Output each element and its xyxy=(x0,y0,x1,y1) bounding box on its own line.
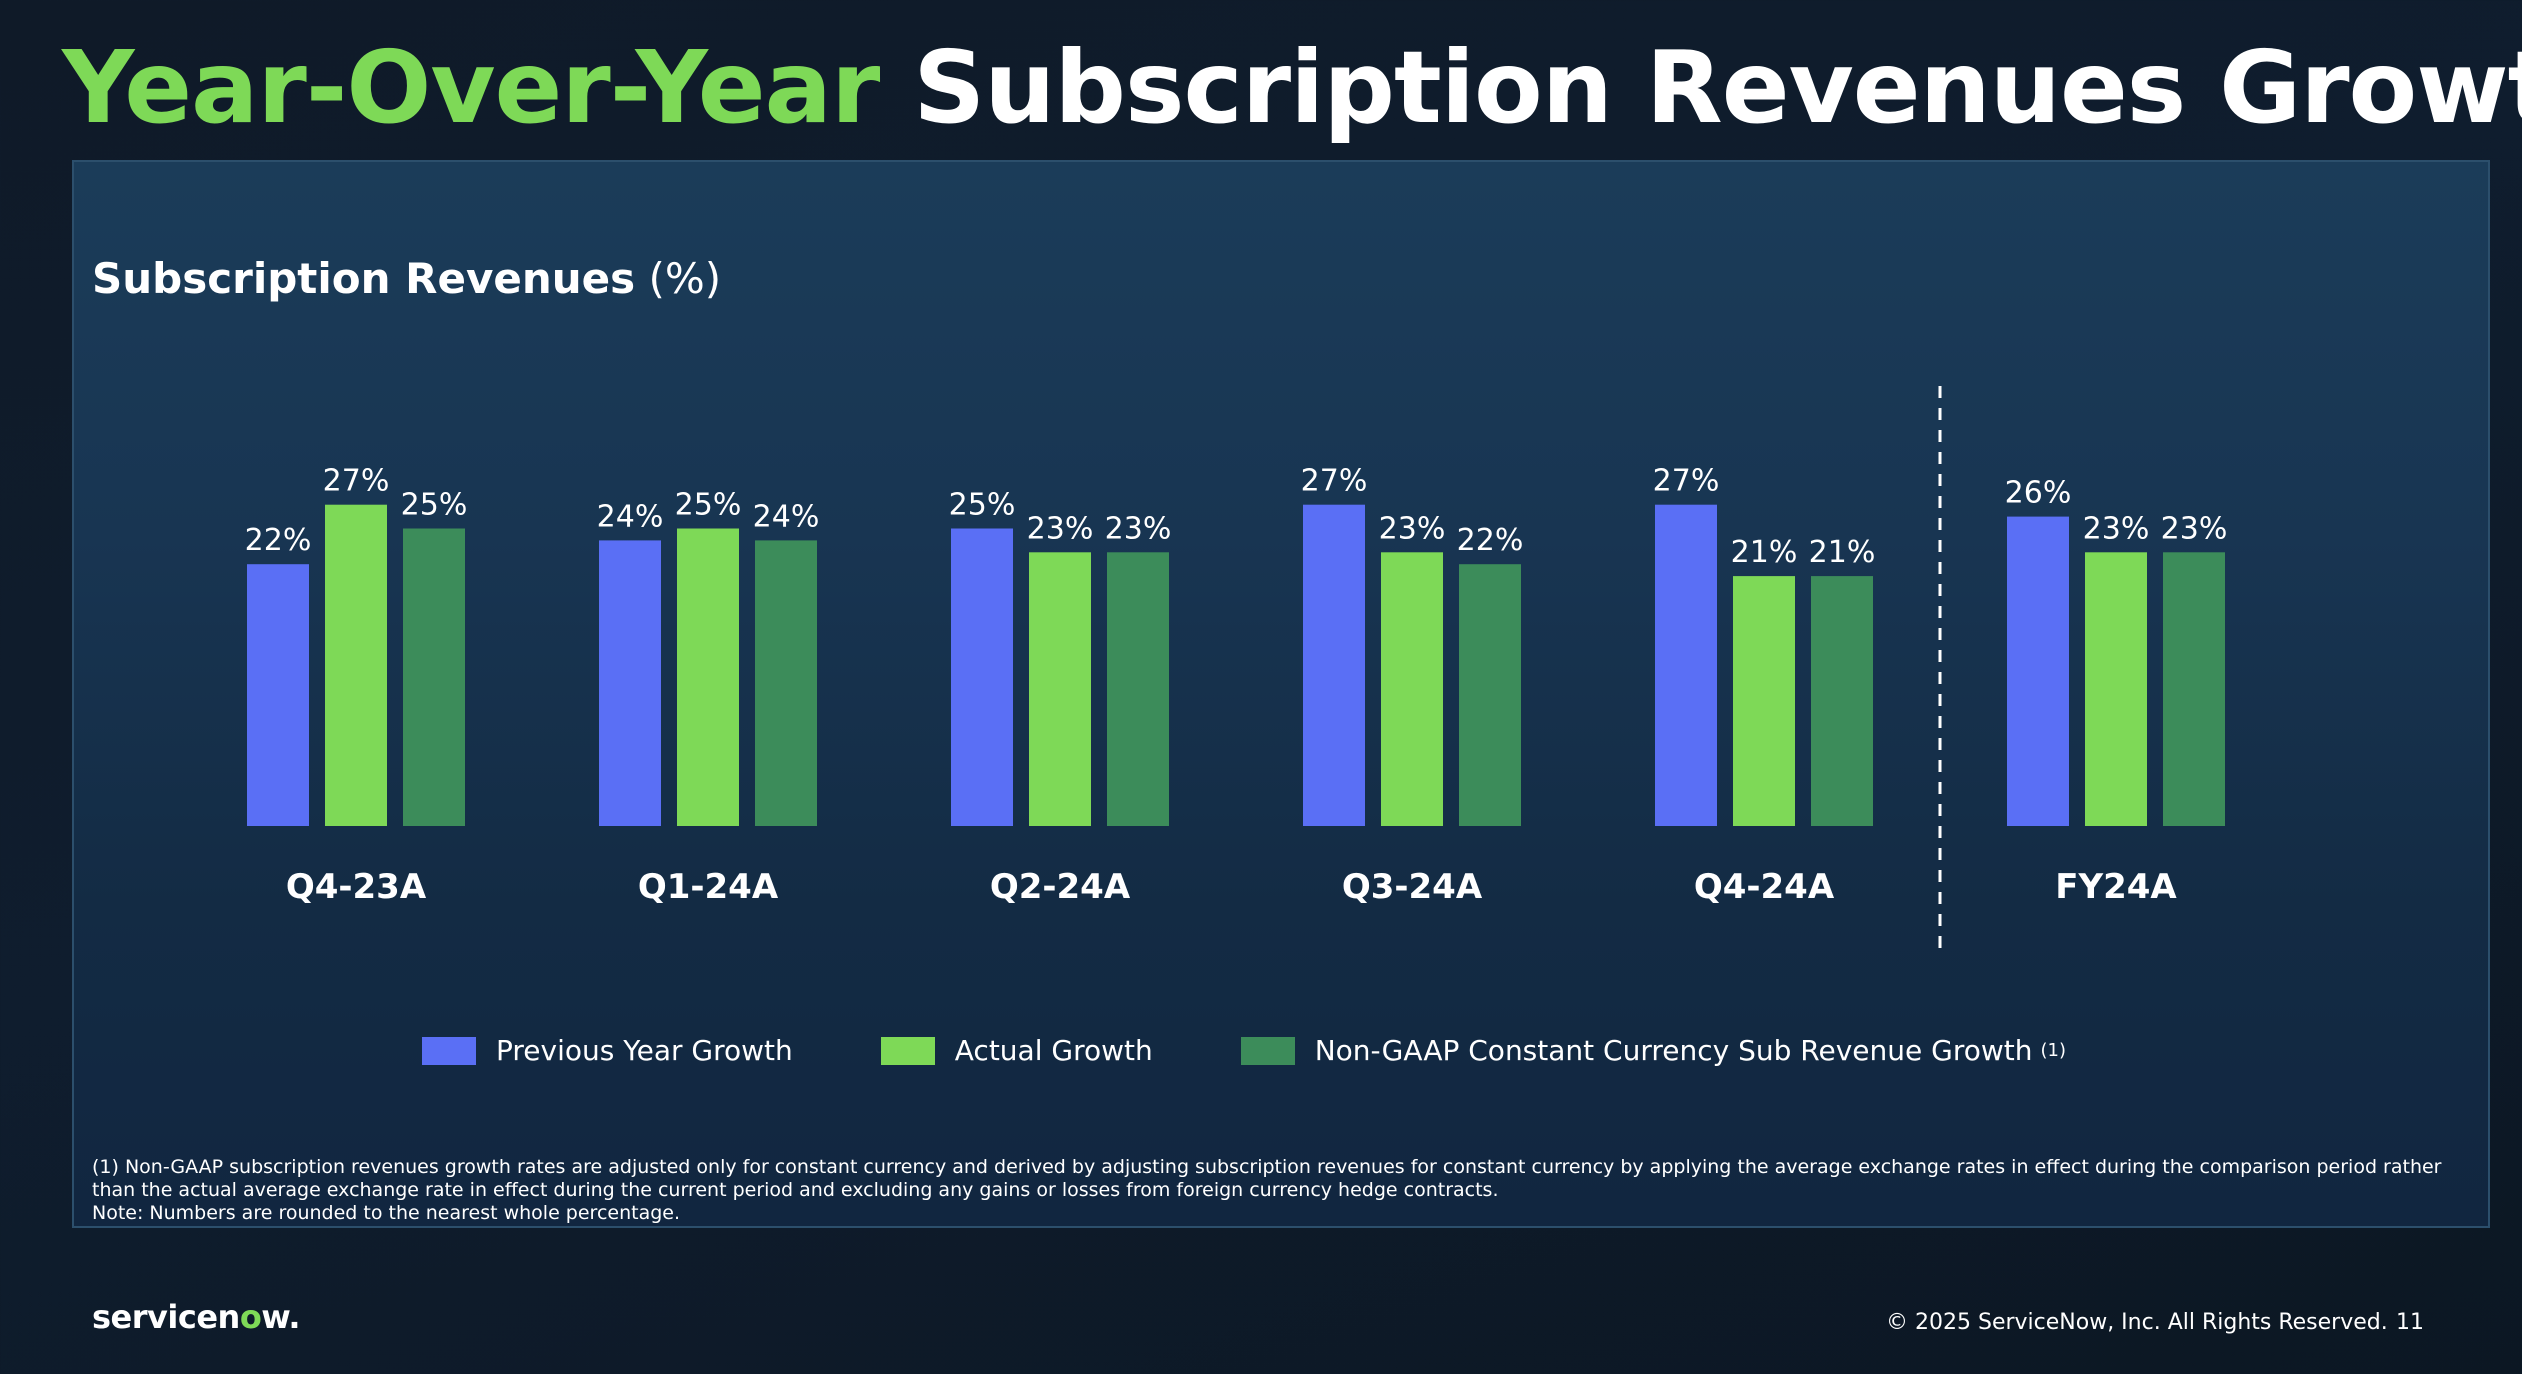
value-label-q3-24a-series-1: 27% xyxy=(1301,464,1368,499)
slide-title-rest: Subscription Revenues Growth xyxy=(913,29,2522,146)
bar-q2-24a-series-3 xyxy=(1107,552,1169,826)
legend-item-actual: Actual Growth xyxy=(880,1034,1153,1067)
value-label-q1-24a-series-2: 25% xyxy=(675,488,742,523)
value-label-q3-24a-series-3: 22% xyxy=(1457,523,1524,558)
legend-item-previous-year: Previous Year Growth xyxy=(422,1034,793,1067)
bar-q2-24a-series-2 xyxy=(1029,552,1091,826)
category-label-q2-24a: Q2-24A xyxy=(990,867,1131,907)
bar-q1-24a-series-3 xyxy=(755,540,817,826)
legend-swatch-previous-year xyxy=(422,1036,476,1065)
value-label-q3-24a-series-2: 23% xyxy=(1379,511,1446,546)
value-label-q2-24a-series-2: 23% xyxy=(1027,511,1094,546)
bar-q4-23a-series-3 xyxy=(403,528,465,826)
bar-q4-23a-series-1 xyxy=(247,564,309,826)
category-label-q4-23a: Q4-23A xyxy=(286,867,427,907)
footnote-block: (1) Non-GAAP subscription revenues growt… xyxy=(92,1156,2472,1225)
bar-q1-24a-series-1 xyxy=(599,540,661,826)
value-label-q1-24a-series-3: 24% xyxy=(753,499,820,534)
legend-swatch-actual xyxy=(880,1036,935,1065)
chart-panel: Subscription Revenues (%) 22% 27% 25% Q4-23… xyxy=(72,160,2490,1228)
category-label-q1-24a: Q1-24A xyxy=(638,867,779,907)
value-label-q2-24a-series-3: 23% xyxy=(1105,511,1172,546)
legend-label-actual: Actual Growth xyxy=(954,1034,1153,1067)
bar-q2-24a-series-1 xyxy=(951,528,1013,826)
value-label-fy24a-series-3: 23% xyxy=(2161,511,2228,546)
legend-label-previous-year: Previous Year Growth xyxy=(496,1034,793,1067)
legend-item-non-gaap: Non-GAAP Constant Currency Sub Revenue G… xyxy=(1240,1034,2066,1067)
chart-title-strong: Subscription Revenues xyxy=(92,254,636,303)
page-number: 11 xyxy=(2396,1310,2424,1335)
copyright-text: © 2025 ServiceNow, Inc. All Rights Reser… xyxy=(1886,1310,2388,1335)
category-label-q4-24a: Q4-24A xyxy=(1694,867,1835,907)
logo-text-start: servicen xyxy=(92,1298,240,1336)
value-label-q1-24a-series-1: 24% xyxy=(597,499,664,534)
footnote-1: (1) Non-GAAP subscription revenues growt… xyxy=(92,1156,2442,1201)
bar-fy24a-series-3 xyxy=(2163,552,2225,826)
value-label-q4-23a-series-3: 25% xyxy=(401,488,468,523)
chart-title-unit: (%) xyxy=(648,254,722,303)
logo-text-accent: o xyxy=(239,1298,262,1336)
category-label-fy24a: FY24A xyxy=(2055,867,2177,907)
value-label-fy24a-series-1: 26% xyxy=(2005,476,2072,511)
value-label-fy24a-series-2: 23% xyxy=(2083,511,2150,546)
value-label-q2-24a-series-1: 25% xyxy=(949,488,1016,523)
bar-q4-23a-series-2 xyxy=(325,504,387,826)
category-label-q3-24a: Q3-24A xyxy=(1342,867,1483,907)
bar-q4-24a-series-1 xyxy=(1655,504,1717,826)
logo-text-dot: . xyxy=(288,1298,300,1336)
footnote-note: Note: Numbers are rounded to the nearest… xyxy=(92,1202,680,1224)
slide-title: Year-Over-Year Subscription Revenues Gro… xyxy=(62,28,2522,148)
value-label-q4-24a-series-3: 21% xyxy=(1809,535,1876,570)
legend-swatch-non-gaap xyxy=(1240,1036,1295,1065)
bar-q3-24a-series-2 xyxy=(1381,552,1443,826)
value-label-q4-24a-series-1: 27% xyxy=(1653,464,1720,499)
legend-label-non-gaap: Non-GAAP Constant Currency Sub Revenue G… xyxy=(1314,1034,2033,1067)
servicenow-logo: servicenow. xyxy=(92,1298,300,1336)
bar-q3-24a-series-1 xyxy=(1303,504,1365,826)
bar-fy24a-series-2 xyxy=(2085,552,2147,826)
chart-title: Subscription Revenues (%) xyxy=(92,254,721,304)
bar-fy24a-series-1 xyxy=(2007,516,2069,826)
bar-q4-24a-series-3 xyxy=(1811,576,1873,826)
bar-q1-24a-series-2 xyxy=(677,528,739,826)
bar-q4-24a-series-2 xyxy=(1733,576,1795,826)
slide-title-highlight: Year-Over-Year xyxy=(62,29,880,146)
value-label-q4-24a-series-2: 21% xyxy=(1731,535,1798,570)
bar-q3-24a-series-3 xyxy=(1459,564,1521,826)
logo-text-end: w xyxy=(261,1298,289,1336)
legend-footnote-marker: (1) xyxy=(2040,1040,2066,1061)
value-label-q4-23a-series-1: 22% xyxy=(245,523,312,558)
value-label-q4-23a-series-2: 27% xyxy=(323,464,390,499)
bar-chart: 22% 27% 25% Q4-23A 24% 25% 24% Q1-24A 25% 23% 23% Q… xyxy=(245,386,2228,954)
chart-legend: Previous Year Growth Actual Growth Non-G… xyxy=(422,1034,2066,1067)
